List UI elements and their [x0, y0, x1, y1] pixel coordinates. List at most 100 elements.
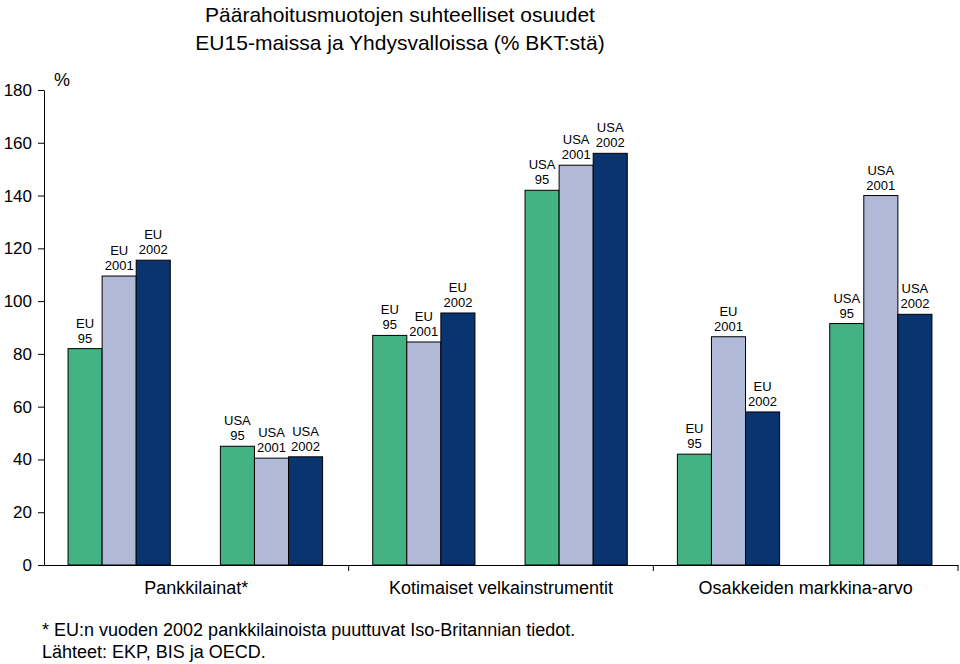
y-tick: 80 — [13, 345, 44, 364]
bar-label-line: USA — [563, 132, 590, 147]
x-tick: Kotimaiset velkainstrumentit — [389, 565, 613, 598]
y-tick-label: 0 — [23, 556, 32, 575]
y-tick-mark — [38, 354, 44, 355]
bar-label-line: USA — [292, 424, 319, 439]
bars — [68, 153, 932, 565]
bar-label-line: 2002 — [139, 242, 168, 257]
bar-label-line: USA — [258, 425, 285, 440]
bar-label-line: 2002 — [596, 135, 625, 150]
bar-label-line: USA — [902, 281, 929, 296]
bar — [559, 165, 593, 565]
bar-label-line: EU — [449, 280, 467, 295]
y-tick-label: 80 — [13, 345, 32, 364]
bar-label-line: 2002 — [443, 295, 472, 310]
chart: Päärahoitusmuotojen suhteelliset osuudet… — [0, 0, 960, 664]
bar — [711, 337, 745, 565]
footnote: * EU:n vuoden 2002 pankkilainoista puutt… — [42, 620, 575, 640]
y-axis: 0 20 40 60 80 100 120 140 160 180 — [4, 81, 45, 575]
x-tick-label: Kotimaiset velkainstrumentit — [389, 578, 613, 598]
y-tick-label: 100 — [4, 292, 32, 311]
category-separator — [958, 565, 959, 571]
bar-label-line: USA — [867, 163, 894, 178]
bar-label: EU2001 — [409, 309, 438, 339]
bar — [136, 260, 170, 565]
bar-label-line: 95 — [840, 306, 854, 321]
y-tick-mark — [38, 143, 44, 144]
bar-label: USA2002 — [291, 424, 320, 454]
y-tick-label: 20 — [13, 503, 32, 522]
bar-label-line: 2001 — [866, 178, 895, 193]
y-tick-mark — [38, 459, 44, 460]
y-tick-mark — [38, 407, 44, 408]
bar-label: USA95 — [224, 413, 251, 443]
category-separator — [653, 565, 654, 571]
bar-label: EU95 — [381, 302, 399, 332]
bar — [407, 342, 441, 565]
y-tick-mark — [38, 248, 44, 249]
bar-label: EU2002 — [139, 227, 168, 257]
bar-label-line: 95 — [78, 331, 92, 346]
bar-label: USA2001 — [866, 163, 895, 193]
bar-label-line: EU — [144, 227, 162, 242]
bar-label-line: USA — [833, 291, 860, 306]
bar-label: EU2001 — [714, 304, 743, 334]
y-axis-line — [44, 91, 45, 566]
bar-label-line: 2002 — [748, 394, 777, 409]
title-line: Päärahoitusmuotojen suhteelliset osuudet — [205, 3, 595, 26]
bar-label: USA2002 — [596, 120, 625, 150]
bar-label: EU95 — [76, 316, 94, 346]
y-tick-label: 140 — [4, 186, 32, 205]
y-axis-label: % — [54, 70, 70, 90]
bar — [864, 196, 898, 565]
y-tick-label: 180 — [4, 81, 32, 100]
bar-label-line: 2001 — [714, 319, 743, 334]
bar-label-line: USA — [224, 413, 251, 428]
bar-label-line: 2001 — [562, 147, 591, 162]
bar-label: EU2001 — [105, 243, 134, 273]
y-tick: 100 — [4, 292, 44, 311]
title: Päärahoitusmuotojen suhteelliset osuudet… — [195, 3, 604, 54]
y-tick-label: 120 — [4, 239, 32, 258]
bar — [830, 324, 864, 565]
y-tick-mark — [38, 565, 44, 566]
bar-label: USA95 — [833, 291, 860, 321]
bar-label-line: 2001 — [257, 440, 286, 455]
bar-label-line: EU — [110, 243, 128, 258]
bar — [525, 190, 559, 565]
category-separator — [348, 565, 349, 571]
bar-label-line: 95 — [230, 428, 244, 443]
bar-label-line: USA — [529, 157, 556, 172]
x-tick-label: Pankkilainat* — [144, 578, 248, 598]
y-tick: 160 — [4, 134, 44, 153]
bar-label-line: 95 — [535, 172, 549, 187]
y-tick: 140 — [4, 186, 44, 205]
y-tick: 0 — [23, 556, 44, 575]
footnote: Lähteet: EKP, BIS ja OECD. — [42, 642, 266, 662]
bar-label-line: 2002 — [900, 296, 929, 311]
bar — [68, 349, 102, 565]
x-axis: Pankkilainat* Kotimaiset velkainstrumenti… — [45, 565, 959, 598]
x-tick-label: Osakkeiden markkina-arvo — [699, 578, 913, 598]
bar-labels: EU95EU95EU95EU2001EU2001EU2001EU2002EU20… — [76, 120, 929, 455]
bar-label-line: EU — [719, 304, 737, 319]
bar — [898, 314, 932, 565]
bar — [677, 454, 711, 565]
bar-label-line: EU — [415, 309, 433, 324]
bar — [220, 446, 254, 565]
bar — [373, 335, 407, 565]
bar-label: EU95 — [685, 421, 703, 451]
y-tick-mark — [38, 512, 44, 513]
y-tick-label: 160 — [4, 134, 32, 153]
y-tick-label: 40 — [13, 450, 32, 469]
x-tick: Osakkeiden markkina-arvo — [699, 565, 913, 598]
y-tick: 60 — [13, 398, 44, 417]
bar-label: EU2002 — [748, 379, 777, 409]
bar-label-line: 2001 — [105, 258, 134, 273]
x-axis-line — [45, 565, 959, 566]
bar — [254, 458, 288, 565]
bar — [441, 313, 475, 565]
bar — [102, 276, 136, 565]
bar-label-line: EU — [76, 316, 94, 331]
x-tick: Pankkilainat* — [144, 565, 248, 598]
bar-label-line: 2002 — [291, 439, 320, 454]
